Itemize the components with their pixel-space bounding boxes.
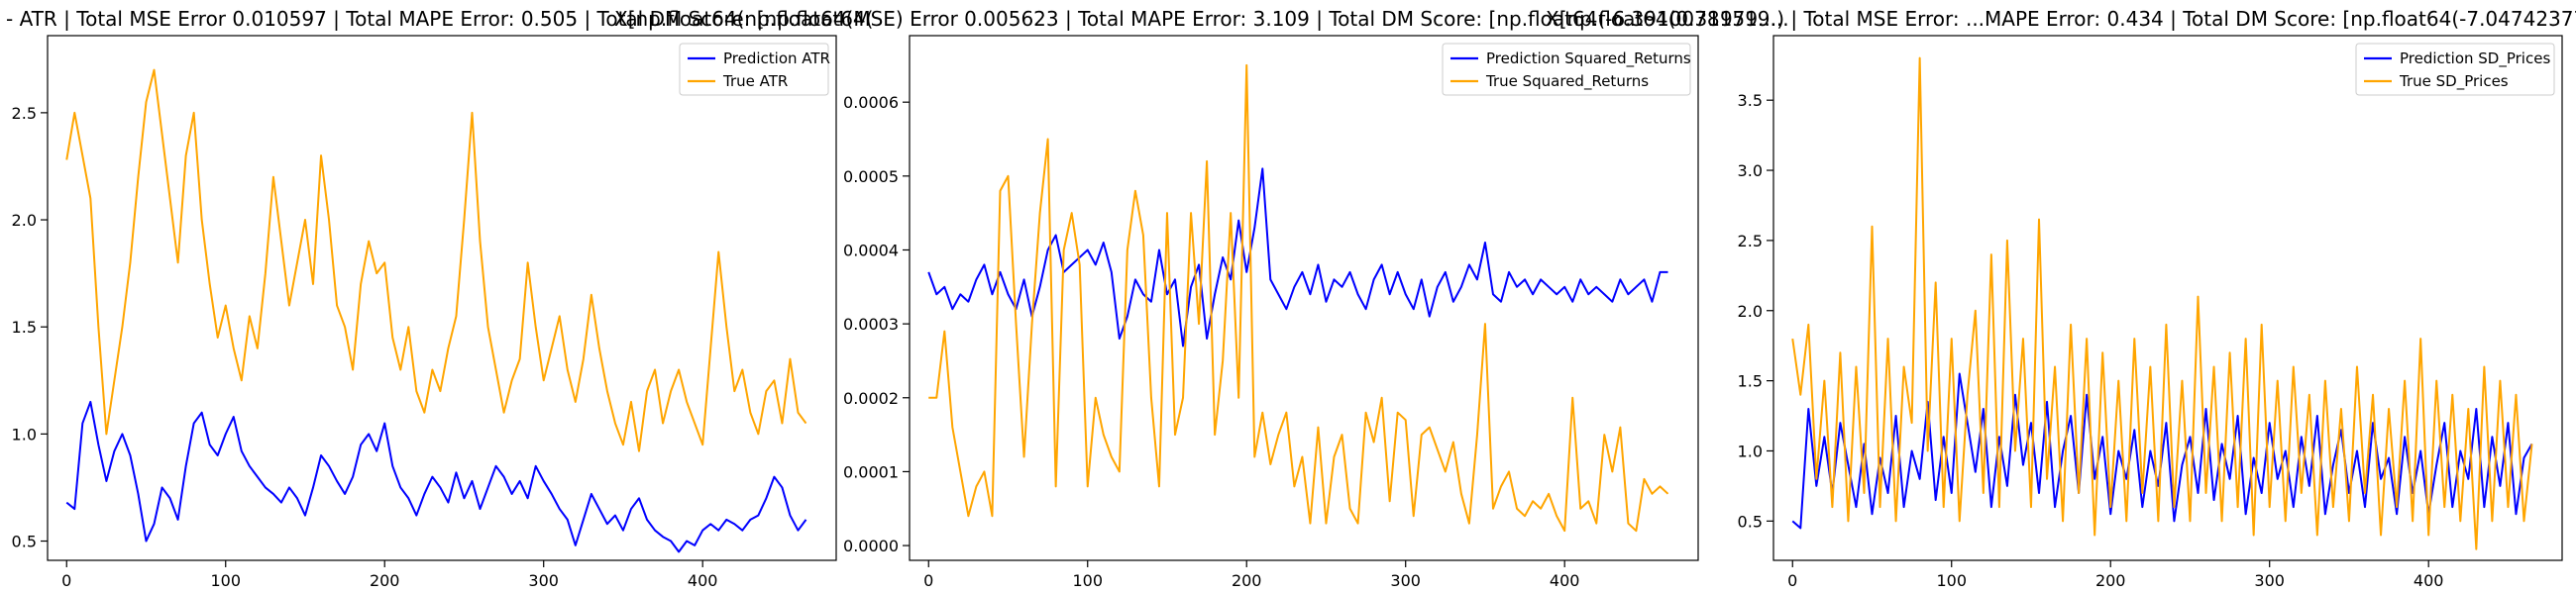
legend-label-prediction: Prediction Squared_Returns [1486,50,1691,68]
y-tick-label: 0.0002 [843,389,899,408]
x-tick-label: 300 [2254,571,2285,590]
y-tick-label: 0.0004 [843,241,899,259]
x-tick-label: 0 [61,571,71,590]
ticks-layer: 0 100 200 300 400 0.5 1.0 1.5 2.0 2.5 [12,104,718,590]
x-tick-label: 400 [1550,571,1580,590]
subplot-squared-returns: 0 100 200 300 400 0.0000 0.0001 0.0002 0.0003 0.0… [843,35,1699,590]
legend: Prediction Squared_Returns True Squared_… [1442,43,1691,96]
x-tick-label: 100 [1936,571,1967,590]
subplot-title-atr: - ATR | Total MSE Error 0.010597 | Total… [6,7,873,31]
series-line-prediction [65,400,807,553]
x-tick-label: 400 [2414,571,2444,590]
legend-label-true: True SD_Prices [2399,72,2509,91]
y-tick-label: 1.5 [12,318,37,337]
x-tick-label: 200 [370,571,400,590]
ticks-layer: 0 100 200 300 400 0.5 1.0 1.5 2.0 2.5 3.0 3.5 [1738,91,2444,590]
legend-box [679,43,829,96]
y-tick-label: 1.0 [1738,442,1763,460]
legend-box [1442,43,1691,96]
y-tick-label: 2.5 [12,104,37,123]
ticks-layer: 0 100 200 300 400 0.0000 0.0001 0.0002 0.0003 0.0… [843,93,1579,590]
x-tick-label: 400 [688,571,718,590]
axes-frame [1772,35,2563,561]
series-layer [65,68,807,553]
legend: Prediction SD_Prices True SD_Prices [2355,43,2555,96]
y-tick-label: 0.5 [1738,512,1763,531]
legend-box [2355,43,2555,96]
legend: Prediction ATR True ATR [679,43,830,96]
axes-frame [909,35,1699,561]
series-line-true [1791,56,2533,550]
y-tick-label: 0.0005 [843,167,899,186]
y-tick-label: 0.0003 [843,315,899,334]
x-tick-label: 300 [528,571,559,590]
y-tick-label: 2.0 [12,211,37,230]
y-tick-label: 3.5 [1738,91,1763,110]
series-line-prediction [927,167,1668,347]
series-line-true [65,68,807,452]
y-tick-label: 2.5 [1738,232,1763,250]
y-tick-label: 3.0 [1738,161,1763,180]
y-tick-label: 1.0 [12,425,37,444]
y-tick-label: 2.0 [1738,302,1763,321]
x-tick-label: 200 [1232,571,1262,590]
x-tick-label: 300 [1390,571,1421,590]
x-tick-label: 100 [1072,571,1103,590]
subplot-title-sd-prices: X[np.float64(0.31979...) | Total MSE Err… [1546,7,2576,31]
axes-frame [47,35,837,561]
legend-label-prediction: Prediction SD_Prices [2400,50,2550,68]
series-layer [927,63,1669,533]
subplot-title-squared-returns: X[np.float64(np.float64(MSE) Error 0.005… [614,7,1789,31]
legend-label-true: True Squared_Returns [1485,72,1649,91]
y-tick-label: 0.5 [12,533,37,551]
y-tick-label: 0.0006 [843,93,899,112]
x-tick-label: 200 [2095,571,2126,590]
subplot-sd-prices: 0 100 200 300 400 0.5 1.0 1.5 2.0 2.5 3.0 3.5 Predi… [1738,35,2563,590]
y-tick-label: 1.5 [1738,372,1763,391]
y-tick-label: 0.0001 [843,462,899,481]
legend-label-true: True ATR [722,72,788,90]
series-line-true [928,63,1669,533]
x-tick-label: 0 [923,571,933,590]
legend-label-prediction: Prediction ATR [723,50,830,67]
x-tick-label: 100 [210,571,241,590]
y-tick-label: 0.0000 [843,537,899,555]
x-tick-label: 0 [1787,571,1797,590]
subplot-atr: 0 100 200 300 400 0.5 1.0 1.5 2.0 2.5 Prediction … [12,35,837,590]
series-layer [1791,56,2533,550]
